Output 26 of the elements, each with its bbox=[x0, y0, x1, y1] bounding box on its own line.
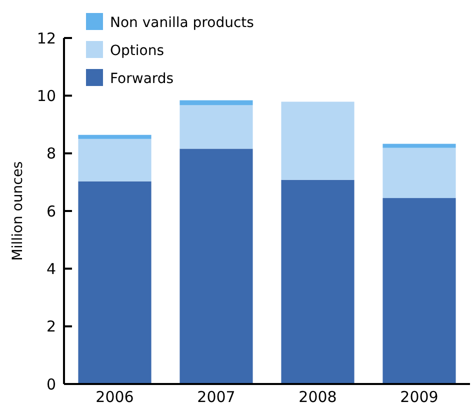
y-tick-label: 10 bbox=[36, 86, 56, 105]
x-tick-label: 2009 bbox=[400, 388, 438, 405]
legend-label: Options bbox=[110, 43, 164, 59]
y-tick-label: 8 bbox=[46, 144, 56, 163]
y-tick-label: 4 bbox=[46, 260, 56, 278]
bar bbox=[78, 134, 152, 139]
y-tick-label: 6 bbox=[46, 202, 56, 220]
bar bbox=[78, 138, 152, 182]
x-tick-label: 2006 bbox=[96, 388, 134, 405]
bar bbox=[382, 144, 456, 148]
y-axis-title: Million ounces bbox=[10, 161, 26, 261]
x-tick-label: 2007 bbox=[197, 388, 236, 405]
y-tick-label: 2 bbox=[46, 318, 56, 336]
bar bbox=[281, 180, 354, 384]
bar bbox=[382, 148, 456, 198]
bar bbox=[180, 105, 253, 149]
bar bbox=[382, 198, 456, 384]
x-tick-label: 2008 bbox=[298, 388, 337, 405]
bar bbox=[180, 100, 253, 106]
legend-label: Non vanilla products bbox=[110, 15, 254, 31]
bar bbox=[78, 181, 152, 384]
y-tick-label: 12 bbox=[36, 29, 56, 48]
legend-label: Forwards bbox=[110, 71, 174, 87]
bar bbox=[180, 148, 253, 384]
bar bbox=[281, 102, 354, 180]
y-tick-label: 0 bbox=[46, 375, 56, 394]
